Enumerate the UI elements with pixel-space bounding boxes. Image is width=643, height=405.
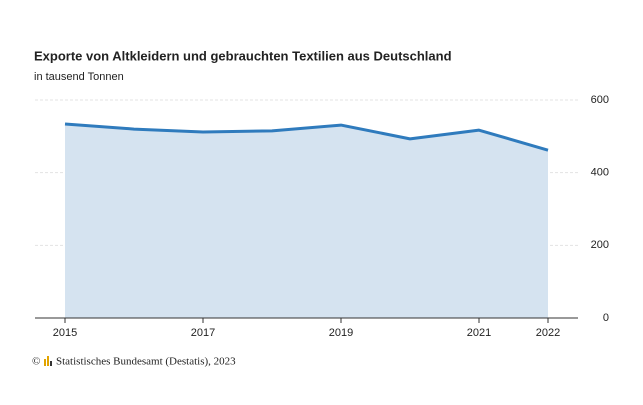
y-tick-label: 200 — [591, 239, 609, 251]
chart-subtitle: in tausend Tonnen — [34, 71, 124, 83]
chart-title: Exporte von Altkleidern und gebrauchten … — [34, 48, 452, 63]
area — [65, 123, 548, 318]
y-tick-label: 400 — [591, 167, 609, 179]
x-tick-label: 2017 — [191, 327, 215, 339]
x-tick-label: 2019 — [329, 327, 353, 339]
y-tick-label: 0 — [603, 312, 609, 324]
x-tick-label: 2015 — [53, 327, 77, 339]
line — [64, 122, 549, 152]
source-icon — [44, 356, 52, 366]
copyright: © — [32, 356, 40, 368]
x-tick-label: 2021 — [467, 327, 491, 339]
y-tick-label: 600 — [591, 94, 609, 106]
source: Statistisches Bundesamt (Destatis), 2023 — [56, 356, 236, 368]
x-tick-label: 2022 — [536, 327, 560, 339]
